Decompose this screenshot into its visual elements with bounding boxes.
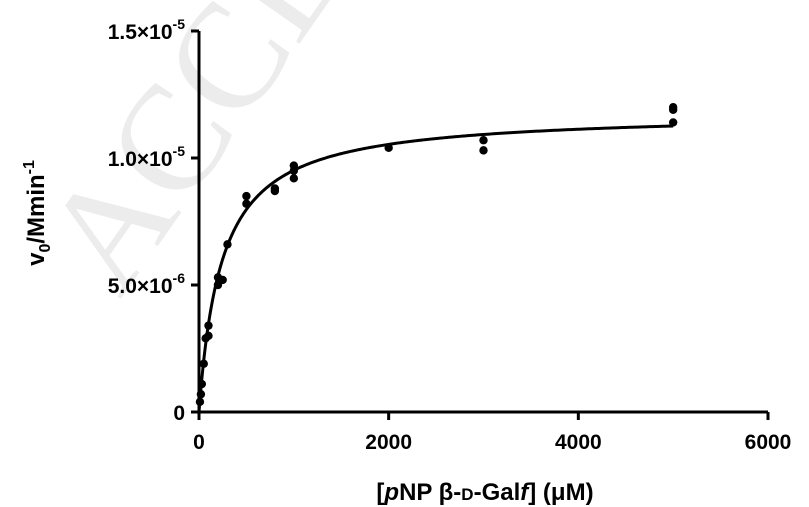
data-point	[384, 143, 393, 153]
y-tick-label: 5.0×10-6	[108, 270, 185, 298]
data-point	[242, 199, 251, 208]
x-tick-label: 0	[193, 431, 205, 454]
y-tick-label: 1.0×10-5	[108, 143, 185, 171]
y-tick-label: 1.5×10-5	[108, 16, 185, 44]
data-point	[218, 275, 227, 285]
y-tick-label: 0	[173, 402, 185, 425]
data-point	[197, 379, 207, 389]
x-tick-label: 2000	[365, 431, 412, 454]
fit-layer	[197, 124, 674, 413]
data-point	[195, 397, 205, 407]
data-point	[479, 146, 488, 155]
fit-curve	[197, 124, 674, 413]
data-points	[195, 103, 678, 407]
axes: 0 2000 4000 6000 0 5.0×10-6 1.0×10-5 1.5×10-5	[108, 16, 792, 454]
y-axis-title: v0/Mmin-1	[21, 160, 54, 266]
data-point	[204, 321, 213, 330]
x-ticks: 0 2000 4000 6000	[193, 412, 791, 454]
x-tick-label: 4000	[555, 431, 602, 454]
y-ticks: 0 5.0×10-6 1.0×10-5 1.5×10-5	[108, 16, 199, 425]
data-point	[223, 240, 232, 249]
data-point	[204, 331, 213, 340]
data-point	[196, 390, 206, 399]
watermark-layer: ACCEPTED	[11, 0, 592, 319]
data-point	[289, 174, 299, 183]
data-point	[668, 103, 678, 112]
x-axis-title: [pNP β-D-Galf] (μM)	[376, 479, 593, 506]
watermark: ACCEPTED	[11, 0, 592, 319]
data-point	[668, 118, 678, 127]
data-point	[242, 191, 251, 201]
data-point	[479, 136, 488, 145]
data-point	[289, 161, 299, 170]
x-tick-label: 6000	[745, 431, 792, 454]
data-point	[199, 359, 208, 368]
data-point	[270, 184, 280, 193]
